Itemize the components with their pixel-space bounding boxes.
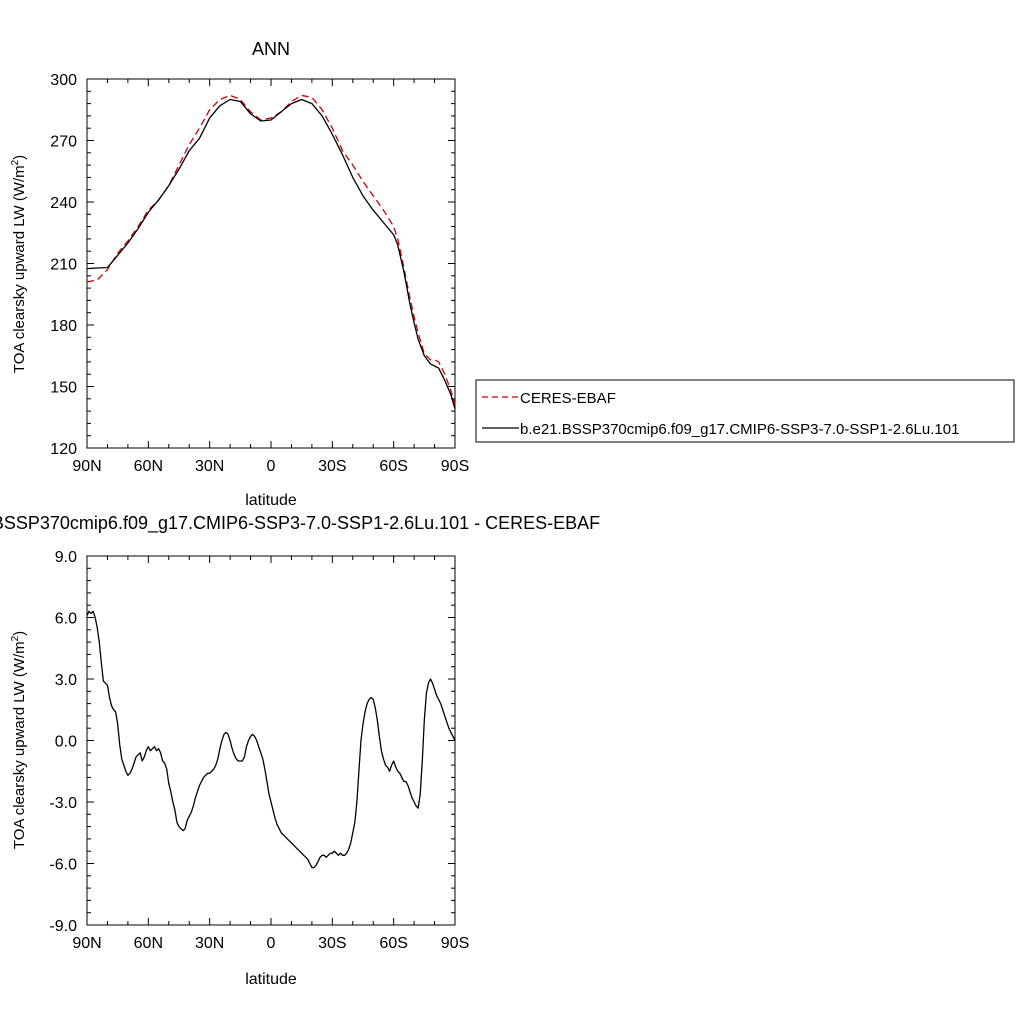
top-series-line-0 [86,94,456,406]
top-y-axis-label-end: ) [11,155,28,160]
top-chart-title: ANN [252,39,290,59]
top-x-tick-label: 60S [379,458,407,475]
bottom-y-tick-label: 9.0 [55,549,77,566]
bottom-chart-title: b.e21.BSSP370cmip6.f09_g17.CMIP6-SSP3-7.… [0,513,600,534]
legend-box [475,379,1015,443]
bottom-x-axis-label: latitude [245,971,297,988]
top-x-tick-label: 60N [134,458,163,475]
top-x-tick-label: 30S [318,458,346,475]
legend-label-ceres: CERES-EBAF [520,390,616,407]
bottom-y-axis-label-sup: 2 [10,635,21,641]
bottom-x-tick-label: 90N [72,935,101,952]
bottom-y-axis-label-main: TOA clearsky upward LW (W/m [11,641,28,849]
legend-label-model: b.e21.BSSP370cmip6.f09_g17.CMIP6-SSP3-7.… [520,421,959,438]
bottom-series-line-0 [86,610,456,869]
top-y-tick-label: 270 [50,134,77,151]
top-y-tick-label: 240 [50,195,77,212]
top-y-tick-label: 150 [50,380,77,397]
top-y-axis-label-sup: 2 [10,159,21,165]
top-series-line-1 [86,98,456,410]
bottom-y-tick-label: -6.0 [49,857,77,874]
top-panel: ANN 90N 60N 30N 0 30S 60S 90S 120 150 180 210 240 27… [10,39,469,509]
top-x-tick-label: 30N [195,458,224,475]
bottom-x-tick-label: 30S [318,935,346,952]
top-plot-area: 90N 60N 30N 0 30S 60S 90S 120 150 180 210 240 270 300 [50,72,469,475]
bottom-y-axis-label-end: ) [11,631,28,636]
top-axes-frame [86,78,456,449]
top-y-tick-label: 300 [50,72,77,89]
bottom-plot-area: 90N 60N 30N 0 30S 60S 90S -9.0 -6.0 -3.0 0.0 3.0 6.0… [49,549,469,952]
top-y-tick-label: 120 [50,441,77,458]
bottom-y-tick-label: -3.0 [49,795,77,812]
bottom-y-axis-label: TOA clearsky upward LW (W/m2) [10,631,28,849]
top-x-tick-label: 90N [72,458,101,475]
bottom-x-tick-label: 0 [267,935,276,952]
bottom-y-tick-label: 3.0 [55,672,77,689]
legend: CERES-EBAF b.e21.BSSP370cmip6.f09_g17.CM… [475,379,1015,443]
bottom-x-tick-label: 30N [195,935,224,952]
bottom-y-tick-label: 0.0 [55,734,77,751]
bottom-x-tick-label: 90S [441,935,469,952]
bottom-x-tick-label: 60N [134,935,163,952]
bottom-x-tick-label: 60S [379,935,407,952]
top-x-tick-label: 0 [267,458,276,475]
top-y-axis-label-main: TOA clearsky upward LW (W/m [11,165,28,373]
top-y-tick-label: 180 [50,318,77,335]
top-y-tick-label: 210 [50,257,77,274]
top-y-axis-label: TOA clearsky upward LW (W/m2) [10,155,28,373]
bottom-y-tick-label: 6.0 [55,611,77,628]
bottom-y-tick-label: -9.0 [49,918,77,935]
top-x-tick-label: 90S [441,458,469,475]
top-x-axis-label: latitude [245,492,297,509]
bottom-panel: b.e21.BSSP370cmip6.f09_g17.CMIP6-SSP3-7.… [0,513,600,988]
bottom-axes-frame [86,555,456,926]
